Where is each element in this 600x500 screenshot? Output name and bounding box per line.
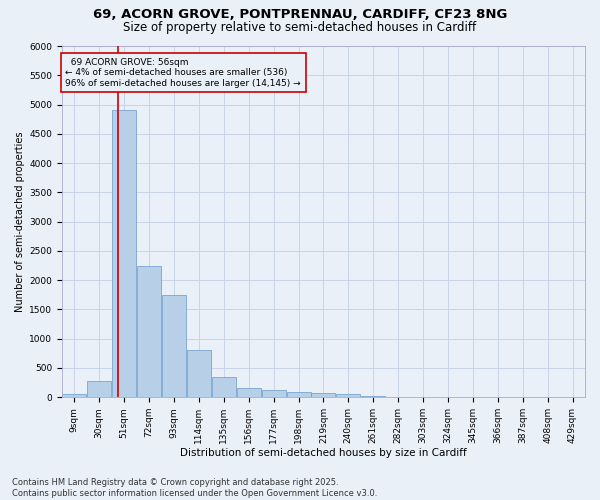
Bar <box>337 394 361 397</box>
Text: Size of property relative to semi-detached houses in Cardiff: Size of property relative to semi-detach… <box>124 21 476 34</box>
Bar <box>187 350 211 397</box>
Text: 69, ACORN GROVE, PONTPRENNAU, CARDIFF, CF23 8NG: 69, ACORN GROVE, PONTPRENNAU, CARDIFF, C… <box>93 8 507 20</box>
Text: Contains HM Land Registry data © Crown copyright and database right 2025.
Contai: Contains HM Land Registry data © Crown c… <box>12 478 377 498</box>
Bar <box>237 388 260 397</box>
Bar <box>386 396 410 397</box>
Bar <box>311 393 335 397</box>
Text: 69 ACORN GROVE: 56sqm
← 4% of semi-detached houses are smaller (536)
96% of semi: 69 ACORN GROVE: 56sqm ← 4% of semi-detac… <box>65 58 301 88</box>
X-axis label: Distribution of semi-detached houses by size in Cardiff: Distribution of semi-detached houses by … <box>180 448 467 458</box>
Bar <box>361 396 385 397</box>
Y-axis label: Number of semi-detached properties: Number of semi-detached properties <box>15 132 25 312</box>
Bar <box>137 266 161 397</box>
Bar <box>287 392 311 397</box>
Bar <box>87 382 111 397</box>
Bar <box>62 394 86 397</box>
Bar <box>262 390 286 397</box>
Bar <box>112 110 136 397</box>
Bar <box>162 295 186 397</box>
Bar <box>212 376 236 397</box>
